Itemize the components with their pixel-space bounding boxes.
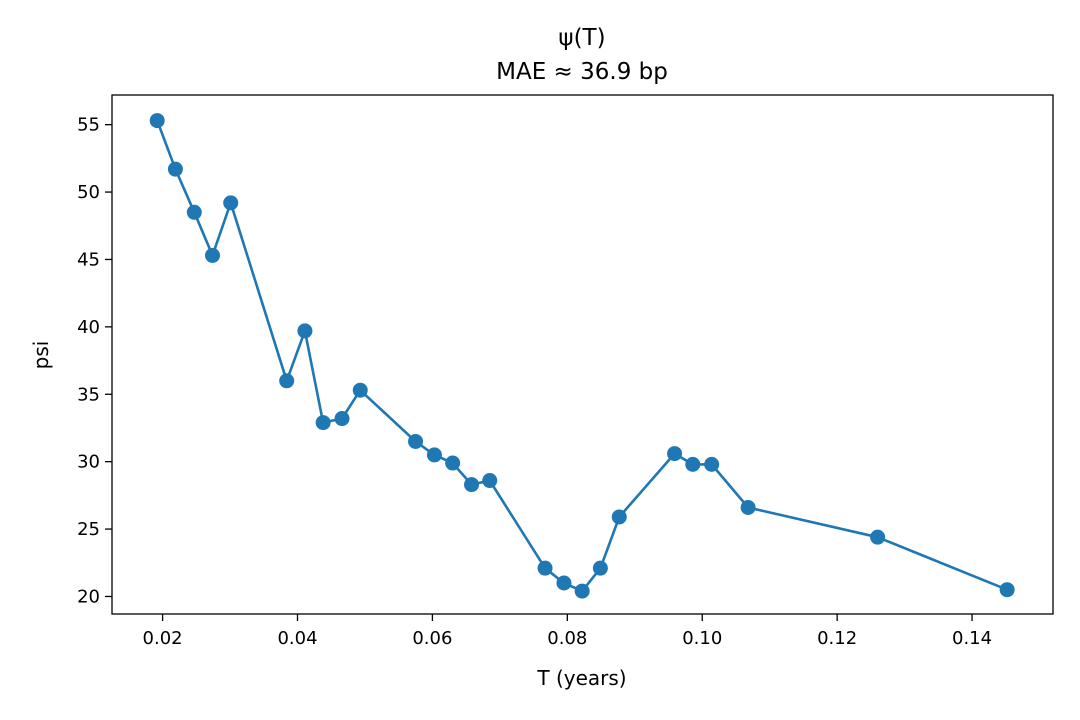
x-tick-label: 0.12	[817, 628, 857, 649]
data-point	[704, 456, 720, 472]
y-axis-ticks: 20 25 30 35 40 45 50 55	[77, 115, 112, 607]
data-point	[685, 456, 701, 472]
data-point	[315, 415, 331, 431]
data-point	[186, 204, 202, 220]
data-point	[464, 477, 480, 493]
data-point	[205, 247, 221, 263]
x-tick-label: 0.06	[412, 628, 452, 649]
data-point	[667, 446, 683, 462]
chart-subtitle: MAE ≈ 36.9 bp	[496, 59, 668, 85]
x-tick-label: 0.10	[682, 628, 722, 649]
x-tick-label: 0.04	[277, 628, 317, 649]
y-tick-label: 45	[77, 249, 100, 270]
y-tick-label: 55	[77, 115, 100, 136]
y-tick-label: 20	[77, 586, 100, 607]
data-point	[408, 433, 424, 449]
data-point	[445, 455, 461, 471]
y-tick-label: 25	[77, 519, 100, 540]
data-point	[999, 582, 1015, 598]
y-tick-label: 40	[77, 317, 100, 338]
data-point	[149, 113, 165, 129]
data-point	[167, 161, 183, 177]
series-line	[155, 120, 1008, 593]
x-tick-label: 0.02	[143, 628, 183, 649]
plot-frame	[111, 94, 1054, 615]
data-point	[870, 529, 886, 545]
x-tick-label: 0.14	[952, 628, 992, 649]
data-point	[223, 195, 239, 211]
data-point	[556, 575, 572, 591]
series-layer	[149, 113, 1015, 599]
data-point	[740, 500, 756, 516]
y-tick-label: 35	[77, 384, 100, 405]
data-point	[426, 447, 442, 463]
data-point	[279, 373, 295, 389]
y-tick-label: 30	[77, 452, 100, 473]
chart-title: ψ(T)	[558, 25, 605, 51]
data-point	[352, 382, 368, 398]
data-point	[334, 411, 350, 427]
data-point	[574, 583, 590, 599]
data-point	[297, 323, 313, 339]
x-axis-label: T (years)	[536, 666, 626, 690]
data-point	[482, 473, 498, 489]
x-tick-label: 0.08	[547, 628, 587, 649]
x-axis-ticks: 0.02 0.04 0.06 0.08 0.10 0.12 0.14	[143, 614, 992, 649]
y-axis-label: psi	[29, 341, 53, 370]
data-point	[611, 509, 627, 525]
data-point	[537, 560, 553, 576]
data-point	[592, 560, 608, 576]
y-tick-label: 50	[77, 182, 100, 203]
